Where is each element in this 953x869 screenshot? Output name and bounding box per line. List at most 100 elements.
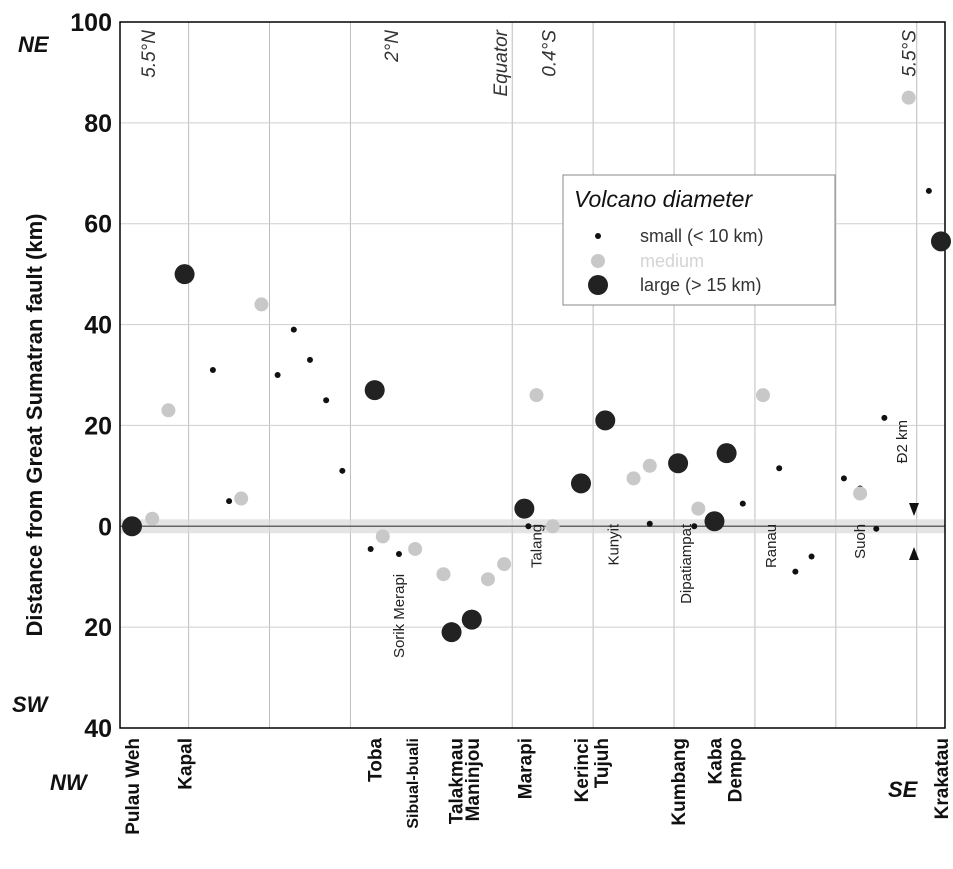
- volcano-point-medium: [756, 388, 771, 403]
- legend-label-large: large (> 15 km): [640, 275, 762, 295]
- volcano-point-small: [274, 372, 281, 378]
- volcano-point-medium: [545, 519, 560, 534]
- arrow-up-icon: [909, 547, 919, 560]
- y-axis-label: Distance from Great Sumatran fault (km): [22, 214, 47, 637]
- volcano-label: Pulau Weh: [123, 738, 144, 835]
- volcano-point-medium: [691, 501, 706, 516]
- y-axis-ticks: 100 80 60 40 20 0 20 40: [70, 9, 112, 743]
- volcano-labels: Pulau Weh Kapal Toba Sibual-buali Talakm…: [123, 738, 953, 835]
- legend-marker-medium: [591, 254, 605, 268]
- volcano-point-small: [525, 523, 532, 530]
- volcano-point-medium: [480, 572, 495, 587]
- volcano-point-large: [716, 443, 737, 464]
- direction-label-se: SE: [888, 777, 919, 802]
- volcano-point-small: [925, 187, 932, 194]
- legend-marker-small: [595, 233, 601, 239]
- segment-label: Dipatiampat: [678, 523, 695, 604]
- volcano-label: Sibual-buali: [405, 738, 422, 829]
- latitude-labels: 5.5°N 2°N Equator 0.4°S 5.5°S: [139, 29, 920, 96]
- volcano-point-medium: [642, 458, 657, 473]
- volcano-point-medium: [375, 529, 390, 544]
- volcano-label: Maninjou: [463, 738, 484, 821]
- volcano-label: Marapi: [515, 738, 536, 799]
- volcano-point-large: [931, 231, 951, 252]
- y-tick-label: 20: [84, 614, 112, 642]
- volcano-point-large: [514, 498, 535, 519]
- volcano-point-medium: [901, 90, 916, 105]
- fault-segment-labels: Sorik Merapi Talang Kunyit Dipatiampat R…: [391, 523, 869, 658]
- y-tick-label: 80: [84, 110, 112, 138]
- direction-label-ne: NE: [18, 32, 50, 57]
- volcano-label: Dempo: [726, 738, 747, 802]
- volcano-point-medium: [436, 567, 451, 582]
- volcano-point-large: [595, 410, 616, 431]
- volcano-point-medium: [161, 403, 176, 418]
- volcano-point-small: [840, 475, 847, 482]
- volcano-point-medium: [626, 471, 641, 486]
- volcano-point-large: [704, 511, 725, 532]
- volcano-point-small: [226, 498, 233, 505]
- volcano-point-large: [122, 516, 142, 537]
- arrow-down-icon: [909, 503, 919, 516]
- legend: Volcano diameter small (< 10 km) medium …: [562, 174, 836, 306]
- volcano-point-large: [441, 622, 462, 643]
- legend-title: Volcano diameter: [574, 186, 753, 212]
- segment-label: Suoh: [852, 524, 869, 559]
- volcano-point-medium: [529, 388, 544, 403]
- volcano-point-large: [364, 380, 385, 401]
- volcano-point-medium: [145, 511, 160, 526]
- volcano-point-medium: [497, 557, 512, 572]
- y-tick-label: 100: [70, 9, 112, 37]
- volcano-point-medium: [853, 486, 868, 501]
- latitude-label: 5.5°N: [139, 30, 160, 78]
- volcano-point-small: [776, 465, 783, 472]
- direction-label-nw: NW: [50, 770, 89, 795]
- volcano-label: Kerinci: [572, 738, 593, 802]
- volcano-point-small: [691, 523, 698, 530]
- y-tick-label: 40: [84, 715, 112, 743]
- volcano-point-small: [646, 520, 653, 527]
- volcano-point-small: [367, 545, 374, 552]
- segment-label: Talang: [529, 524, 546, 568]
- latitude-label: 0.4°S: [540, 30, 561, 77]
- y-tick-label: 40: [84, 312, 112, 340]
- volcano-label: Tujuh: [592, 738, 613, 788]
- legend-box: [562, 174, 836, 306]
- volcano-point-large: [461, 609, 482, 630]
- legend-label-small: small (< 10 km): [640, 226, 764, 246]
- volcano-point-large: [570, 473, 591, 494]
- volcano-label: Talakmau: [447, 738, 468, 824]
- volcano-point-small: [395, 551, 402, 558]
- volcano-point-large: [668, 453, 689, 474]
- latitude-label: 2°N: [382, 30, 403, 63]
- volcano-point-small: [323, 397, 330, 404]
- direction-label-sw: SW: [12, 692, 50, 717]
- y-tick-label: 20: [84, 412, 112, 440]
- y-tick-label: 60: [84, 211, 112, 239]
- y-tick-label: 0: [98, 513, 112, 541]
- segment-label: Kunyit: [605, 523, 622, 566]
- segment-label: Ranau: [763, 524, 780, 568]
- data-points: [122, 90, 951, 643]
- volcano-point-small: [881, 414, 888, 421]
- volcano-point-medium: [254, 297, 269, 312]
- volcano-point-medium: [234, 491, 249, 506]
- volcano-label: Toba: [366, 738, 387, 782]
- two-km-annotation: Ð2 km: [894, 420, 919, 560]
- volcano-point-small: [792, 568, 799, 575]
- segment-label: Sorik Merapi: [391, 574, 408, 658]
- volcano-point-small: [739, 500, 746, 507]
- volcano-label: Kaba: [705, 738, 726, 785]
- volcano-point-small: [306, 356, 313, 363]
- volcano-point-small: [873, 525, 880, 532]
- volcano-point-small: [808, 553, 815, 560]
- grid-lines: [120, 22, 945, 728]
- volcano-point-small: [339, 467, 346, 474]
- volcano-label: Kumbang: [669, 738, 690, 826]
- volcano-label: Kapal: [176, 738, 197, 790]
- volcano-point-medium: [408, 541, 423, 556]
- latitude-label: Equator: [491, 29, 512, 96]
- volcano-point-small: [290, 326, 297, 333]
- volcano-point-large: [174, 264, 195, 285]
